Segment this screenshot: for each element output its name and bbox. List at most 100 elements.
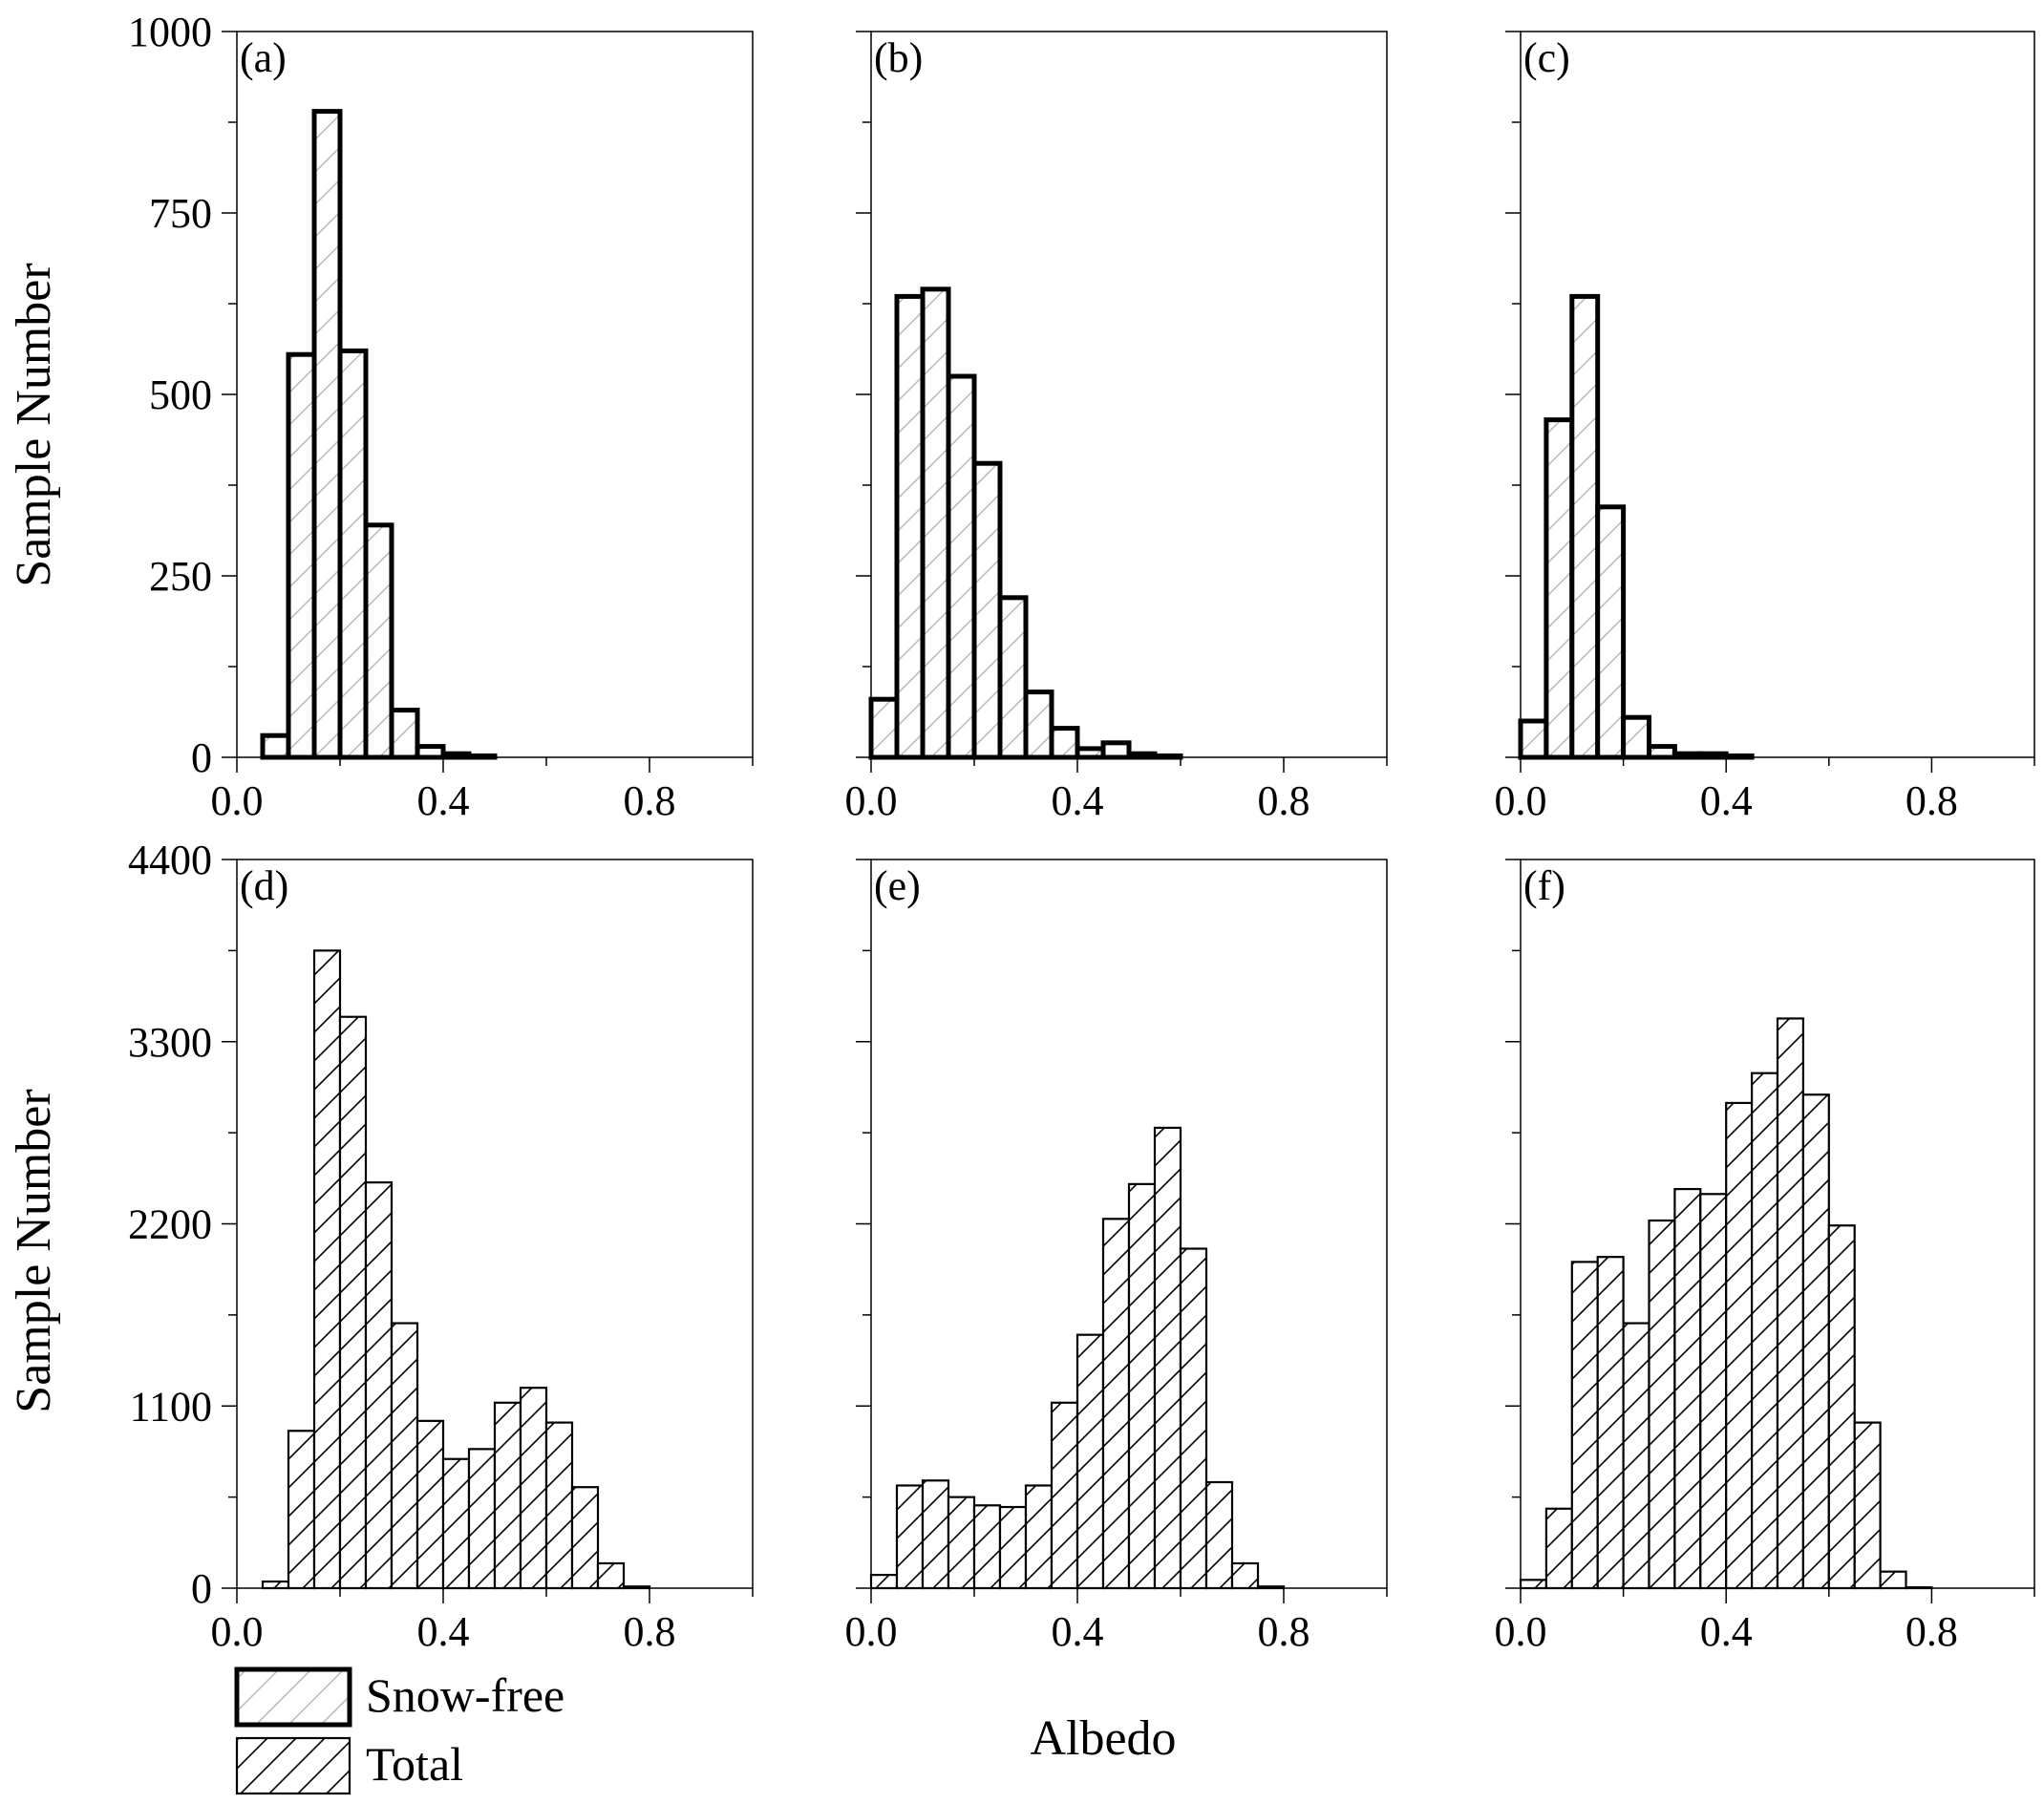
bar-d-11 xyxy=(519,1387,548,1590)
bar-f-10 xyxy=(1776,1017,1804,1590)
y-axis-title-bottom: Sample Number xyxy=(7,1089,61,1412)
bar-e-5 xyxy=(998,1505,1028,1590)
ytick-label-a-4: 1000 xyxy=(128,9,212,55)
xtick-label-e-1: 0.4 xyxy=(1052,1608,1104,1655)
ytick-label-a-3: 750 xyxy=(149,190,212,237)
bar-f-13 xyxy=(1853,1421,1882,1590)
xtick-label-c-2: 0.8 xyxy=(1906,777,1958,824)
bar-e-10 xyxy=(1127,1182,1157,1590)
xtick-label-b-1: 0.4 xyxy=(1052,777,1104,824)
panel-f: 0.0 0.4 0.8 (f) xyxy=(1495,859,2035,1655)
bar-d-3 xyxy=(312,949,342,1590)
xtick-label-f-0: 0.0 xyxy=(1495,1608,1547,1655)
bar-e-9 xyxy=(1101,1218,1131,1590)
bar-c-3 xyxy=(1595,504,1627,760)
xtick-label-e-2: 0.8 xyxy=(1258,1608,1310,1655)
panel-c: 0.0 0.4 0.8 (c) xyxy=(1495,31,2035,824)
ytick-label-d-2: 2200 xyxy=(128,1201,212,1248)
legend-label-total: Total xyxy=(366,1737,463,1791)
bar-f-3 xyxy=(1596,1256,1625,1590)
xtick-label-c-0: 0.0 xyxy=(1495,777,1547,824)
panel-b: 0.0 0.4 0.8 (b) xyxy=(845,31,1388,824)
panel-d: 0 1100 2200 3300 4400 0.0 0.4 0.8 (d) xyxy=(128,837,754,1655)
bar-b-9 xyxy=(1100,740,1132,760)
ytick-label-d-3: 3300 xyxy=(128,1019,212,1066)
xtick-label-a-2: 0.8 xyxy=(624,777,676,824)
bar-c-1 xyxy=(1544,417,1575,760)
bar-e-7 xyxy=(1050,1401,1079,1590)
xtick-label-c-1: 0.4 xyxy=(1700,777,1753,824)
x-axis-title: Albedo xyxy=(1030,1711,1176,1766)
ytick-label-a-0: 0 xyxy=(191,734,212,781)
xtick-label-a-1: 0.4 xyxy=(417,777,470,824)
bar-a-7 xyxy=(415,744,446,760)
bar-a-5 xyxy=(363,522,394,760)
bar-d-6 xyxy=(390,1322,419,1590)
xtick-label-f-1: 0.4 xyxy=(1700,1608,1753,1655)
xtick-label-f-2: 0.8 xyxy=(1906,1608,1958,1655)
bar-e-13 xyxy=(1204,1480,1234,1590)
bar-e-8 xyxy=(1075,1333,1105,1590)
panel-label-e: (e) xyxy=(874,862,921,909)
bar-f-2 xyxy=(1570,1261,1599,1590)
xtick-label-d-2: 0.8 xyxy=(624,1608,676,1655)
bar-b-5 xyxy=(997,595,1029,760)
xtick-label-b-2: 0.8 xyxy=(1258,777,1310,824)
legend-swatch-total xyxy=(235,1736,351,1795)
ytick-label-a-2: 500 xyxy=(149,371,212,418)
legend-swatch-snow-free xyxy=(234,1666,352,1728)
bar-a-2 xyxy=(286,351,317,760)
panel-label-b: (b) xyxy=(874,34,923,81)
bar-f-1 xyxy=(1544,1507,1573,1590)
bar-d-7 xyxy=(415,1419,445,1590)
bar-a-1 xyxy=(260,732,291,760)
ytick-label-a-1: 250 xyxy=(149,553,212,600)
bar-c-0 xyxy=(1518,718,1549,760)
bar-f-0 xyxy=(1519,1579,1547,1590)
bar-e-4 xyxy=(972,1504,1002,1590)
panel-label-d: (d) xyxy=(240,862,288,909)
bar-d-4 xyxy=(338,1015,368,1590)
bar-a-6 xyxy=(389,708,420,760)
bar-f-11 xyxy=(1801,1093,1830,1590)
bar-b-0 xyxy=(868,696,900,760)
bar-d-13 xyxy=(570,1486,600,1590)
bar-f-4 xyxy=(1622,1322,1650,1590)
bar-b-3 xyxy=(946,373,977,760)
legend-label-snow-free: Snow-free xyxy=(366,1668,564,1722)
panel-a: 0 250 500 750 1000 0.0 0.4 0.8 (a) xyxy=(128,9,754,824)
bar-a-3 xyxy=(311,109,343,760)
ytick-label-d-4: 4400 xyxy=(128,837,212,883)
ytick-label-d-0: 0 xyxy=(191,1565,212,1612)
bar-f-14 xyxy=(1879,1570,1907,1590)
bar-f-7 xyxy=(1699,1193,1728,1590)
bar-d-14 xyxy=(596,1561,626,1590)
bar-b-4 xyxy=(971,460,1003,760)
bar-f-9 xyxy=(1750,1072,1779,1590)
bar-d-1 xyxy=(261,1580,290,1590)
y-axis-title-top: Sample Number xyxy=(7,263,61,586)
bar-b-1 xyxy=(894,293,926,760)
bar-b-7 xyxy=(1049,726,1080,760)
bar-d-9 xyxy=(467,1448,497,1590)
bar-a-4 xyxy=(337,348,369,760)
xtick-label-d-0: 0.0 xyxy=(211,1608,264,1655)
xtick-label-d-1: 0.4 xyxy=(417,1608,470,1655)
bar-e-6 xyxy=(1024,1484,1054,1590)
bar-c-4 xyxy=(1621,714,1651,760)
bar-e-11 xyxy=(1153,1126,1182,1590)
bar-e-1 xyxy=(895,1484,925,1590)
bar-e-14 xyxy=(1230,1561,1260,1590)
bar-c-2 xyxy=(1569,293,1601,760)
bar-f-5 xyxy=(1648,1219,1676,1590)
xtick-label-a-0: 0.0 xyxy=(211,777,264,824)
bar-e-12 xyxy=(1179,1247,1208,1590)
bar-e-2 xyxy=(921,1479,950,1590)
bar-d-12 xyxy=(544,1421,574,1590)
panel-e: 0.0 0.4 0.8 (e) xyxy=(845,859,1388,1655)
bar-b-2 xyxy=(920,287,951,760)
xtick-label-e-0: 0.0 xyxy=(845,1608,898,1655)
bar-e-3 xyxy=(947,1496,976,1590)
legend: Snow-free Total xyxy=(234,1666,564,1795)
